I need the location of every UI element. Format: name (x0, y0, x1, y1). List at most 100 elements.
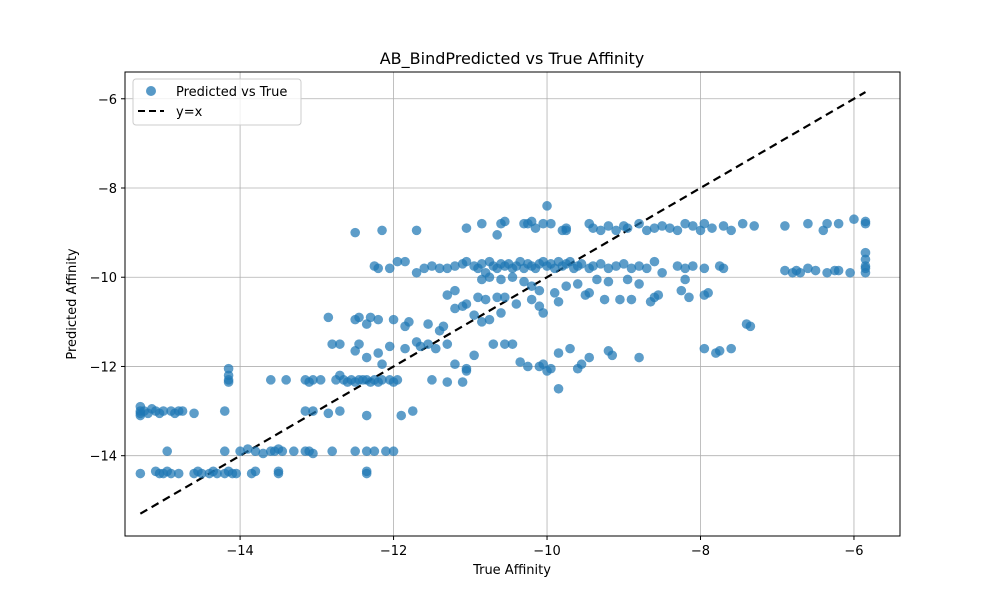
data-point (860, 247, 871, 258)
data-point (277, 446, 288, 457)
data-point (327, 446, 337, 457)
data-point (860, 218, 871, 229)
data-point (780, 221, 790, 231)
data-point (649, 256, 660, 267)
data-point (496, 308, 506, 318)
data-point (810, 265, 821, 276)
data-point (461, 363, 472, 374)
data-point (603, 221, 614, 231)
data-point (718, 221, 729, 231)
data-point (423, 319, 433, 329)
data-point (388, 446, 399, 457)
data-point (553, 348, 564, 358)
plot-area-frame (124, 71, 901, 537)
data-point (588, 223, 598, 233)
data-point (699, 343, 710, 354)
data-point (515, 357, 525, 367)
data-point (242, 444, 253, 454)
data-point (634, 279, 644, 289)
data-point (442, 377, 453, 387)
data-point (665, 223, 675, 233)
x-tick-label: −6 (844, 544, 863, 559)
legend: Predicted vs True y=x (132, 78, 302, 126)
data-point (822, 267, 832, 278)
data-point (196, 468, 207, 479)
data-point (603, 263, 614, 274)
data-point (588, 261, 598, 271)
data-point (496, 274, 506, 285)
data-point (223, 377, 234, 387)
data-point (595, 259, 606, 269)
data-point (714, 346, 725, 356)
data-point (657, 267, 667, 278)
data-point (361, 468, 372, 479)
data-point (492, 230, 502, 240)
data-point (833, 218, 844, 229)
data-point (323, 312, 334, 323)
data-point (300, 406, 311, 416)
reference-line-yx (139, 91, 867, 515)
data-point (265, 375, 276, 385)
data-point (699, 263, 710, 274)
legend-box (132, 78, 302, 126)
x-tick-label: −14 (226, 544, 253, 559)
data-point (607, 350, 618, 361)
data-point (860, 254, 871, 265)
data-point (526, 281, 537, 291)
x-tick-label: −12 (380, 544, 407, 559)
data-point (688, 221, 698, 231)
data-point (289, 446, 299, 457)
data-point (680, 263, 690, 274)
data-point (361, 410, 372, 421)
data-point (737, 218, 748, 229)
data-point (542, 201, 552, 211)
data-point (611, 225, 621, 236)
data-point (250, 466, 261, 477)
data-point (526, 294, 537, 305)
data-point (335, 339, 345, 349)
data-point (427, 261, 437, 271)
data-point (653, 290, 664, 300)
data-point (377, 375, 387, 385)
data-point (461, 256, 472, 267)
data-point (500, 292, 510, 303)
data-point (500, 339, 510, 349)
data-point (572, 279, 583, 289)
tick-layer: −14 −12 −10 −8 −6 −14 −12 −10 −8 −6 (90, 93, 864, 559)
data-point (626, 263, 637, 274)
data-point (849, 214, 859, 225)
data-point (411, 225, 422, 236)
data-point (162, 446, 173, 457)
data-point (166, 468, 176, 479)
data-point (576, 259, 587, 269)
data-point (726, 343, 736, 354)
data-point (553, 383, 564, 394)
data-point (231, 468, 242, 479)
data-point (480, 294, 491, 305)
data-point (549, 288, 560, 298)
y-tick-label: −12 (90, 360, 117, 375)
data-point (657, 221, 667, 231)
reference-line-layer (139, 91, 867, 515)
data-point (615, 294, 625, 305)
data-point (707, 223, 717, 233)
data-point (634, 218, 644, 229)
x-tick-label: −8 (691, 544, 710, 559)
data-point (641, 225, 652, 236)
data-point (676, 285, 687, 296)
data-point (469, 310, 479, 320)
data-point (684, 292, 694, 303)
y-tick-label: −10 (90, 271, 117, 286)
data-point (388, 314, 399, 325)
data-point (308, 406, 318, 416)
data-point (427, 375, 437, 385)
data-point (546, 218, 556, 229)
data-point (250, 446, 261, 457)
data-point (361, 352, 372, 363)
data-point (415, 341, 426, 352)
data-point (726, 225, 736, 236)
data-point (273, 466, 284, 477)
data-point (419, 263, 430, 274)
data-point (538, 308, 548, 318)
data-point (442, 339, 453, 349)
